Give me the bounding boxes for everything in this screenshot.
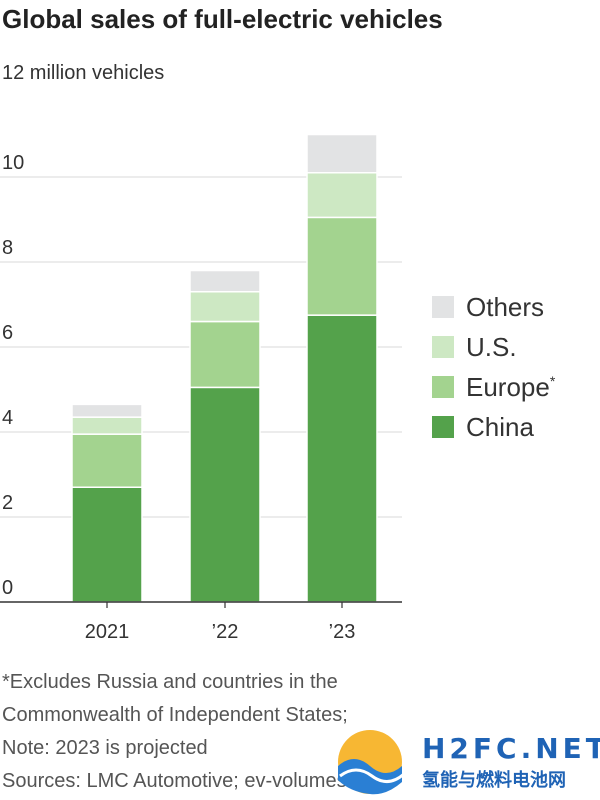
watermark-subtitle: 氢能与燃料电池网 [422,769,566,791]
watermark-logo: H2FC.NET 氢能与燃料电池网 [338,730,600,795]
footnote-line: Sources: LMC Automotive; ev-volumes.com [2,770,390,792]
x-tick-label: ’23 [329,621,356,643]
chart-title: Global sales of full-electric vehicles [2,4,443,34]
bar-segment [71,416,143,435]
bar-segment [71,486,143,603]
y-tick-label: 8 [2,237,13,259]
legend-swatch [432,296,454,318]
y-axis-label: 12 million vehicles [2,62,165,84]
bar-segment [189,269,261,293]
wave-logo-icon [338,730,405,795]
bar-segment [71,403,143,418]
legend-label: Others [466,292,544,322]
y-tick-label: 6 [2,322,13,344]
y-tick-label: 4 [2,407,13,429]
bar-segment [306,216,378,316]
x-tick-label: 2021 [85,621,130,643]
bar-segment [306,172,378,219]
footnote: *Excludes Russia and countries in the Co… [2,666,598,798]
watermark-logo-text: H2FC.NET [422,732,600,765]
legend-swatch [432,416,454,438]
stacked-bar-chart: 0 2 4 6 8 10 2021 ’22 ’23 Others U.S. Europe* China [0,133,556,643]
footnote-line: Commonwealth of Independent States; [2,704,348,726]
footnote-line: *Excludes Russia and countries in the [2,671,338,693]
y-tick-label: 0 [2,577,13,599]
legend-swatch [432,376,454,398]
bar-segment [71,433,143,488]
footnote-line: Note: 2023 is projected [2,737,208,759]
bar-segment [189,320,261,389]
x-tick-label: ’22 [212,621,239,643]
legend-swatch [432,336,454,358]
y-tick-label: 10 [2,152,24,174]
legend-label: U.S. [466,332,517,362]
bar-segment [189,386,261,603]
legend-label: China [466,412,534,442]
bar-segment [306,133,378,174]
y-tick-label: 2 [2,492,13,514]
bar-segment [306,314,378,603]
bar-segment [189,291,261,323]
legend-label: Europe* [466,372,556,402]
